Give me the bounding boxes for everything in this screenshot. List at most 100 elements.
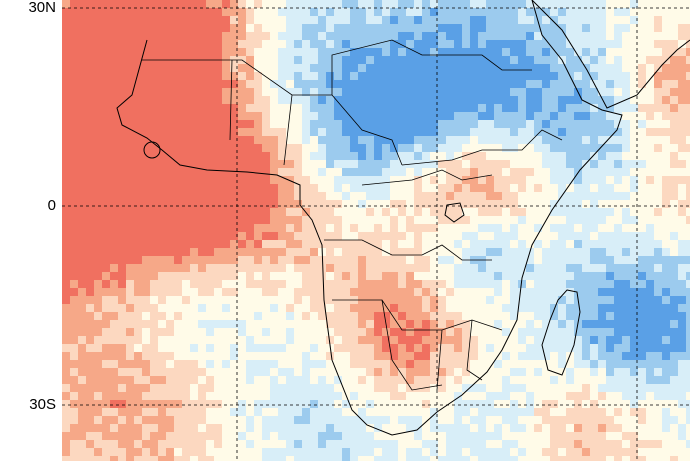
field-cell bbox=[366, 416, 374, 424]
field-cell bbox=[462, 176, 470, 184]
field-cell bbox=[78, 8, 86, 16]
field-cell bbox=[70, 320, 78, 328]
field-cell bbox=[326, 256, 334, 264]
field-cell bbox=[422, 312, 430, 320]
field-cell bbox=[630, 440, 638, 448]
field-cell bbox=[174, 80, 182, 88]
field-cell bbox=[230, 88, 238, 96]
field-cell bbox=[518, 280, 526, 288]
field-cell bbox=[582, 352, 590, 360]
field-cell bbox=[278, 72, 286, 80]
field-cell bbox=[574, 152, 582, 160]
field-cell bbox=[374, 344, 382, 352]
field-cell bbox=[454, 96, 462, 104]
field-cell bbox=[622, 336, 630, 344]
field-cell bbox=[462, 216, 470, 224]
field-cell bbox=[110, 136, 118, 144]
field-cell bbox=[174, 184, 182, 192]
field-cell bbox=[574, 184, 582, 192]
field-cell bbox=[294, 168, 302, 176]
field-cell bbox=[358, 264, 366, 272]
field-cell bbox=[382, 360, 390, 368]
field-cell bbox=[630, 184, 638, 192]
field-cell bbox=[158, 288, 166, 296]
field-cell bbox=[206, 120, 214, 128]
field-cell bbox=[86, 176, 94, 184]
field-cell bbox=[486, 400, 494, 408]
field-cell bbox=[150, 400, 158, 408]
field-cell bbox=[414, 120, 422, 128]
field-cell bbox=[102, 288, 110, 296]
field-cell bbox=[590, 16, 598, 24]
field-cell bbox=[414, 176, 422, 184]
field-cell bbox=[590, 336, 598, 344]
field-cell bbox=[350, 320, 358, 328]
field-cell bbox=[302, 200, 310, 208]
field-cell bbox=[414, 184, 422, 192]
field-cell bbox=[150, 232, 158, 240]
field-cell bbox=[398, 368, 406, 376]
field-cell bbox=[94, 336, 102, 344]
field-cell bbox=[110, 96, 118, 104]
field-cell bbox=[174, 112, 182, 120]
field-cell bbox=[686, 384, 690, 392]
field-cell bbox=[78, 400, 86, 408]
field-cell bbox=[478, 456, 486, 461]
field-cell bbox=[166, 248, 174, 256]
field-cell bbox=[126, 184, 134, 192]
field-cell bbox=[222, 80, 230, 88]
field-cell bbox=[598, 64, 606, 72]
field-cell bbox=[446, 176, 454, 184]
field-cell bbox=[630, 216, 638, 224]
field-cell bbox=[110, 72, 118, 80]
field-cell bbox=[518, 256, 526, 264]
field-cell bbox=[206, 152, 214, 160]
field-cell bbox=[470, 128, 478, 136]
field-cell bbox=[70, 216, 78, 224]
field-cell bbox=[326, 56, 334, 64]
field-cell bbox=[670, 384, 678, 392]
field-cell bbox=[62, 360, 70, 368]
field-cell bbox=[278, 8, 286, 16]
field-cell bbox=[446, 8, 454, 16]
field-cell bbox=[598, 384, 606, 392]
field-cell bbox=[326, 432, 334, 440]
field-cell bbox=[446, 440, 454, 448]
field-cell bbox=[486, 112, 494, 120]
field-cell bbox=[686, 72, 690, 80]
field-cell bbox=[286, 400, 294, 408]
field-cell bbox=[158, 448, 166, 456]
field-cell bbox=[582, 48, 590, 56]
field-cell bbox=[190, 176, 198, 184]
field-cell bbox=[158, 16, 166, 24]
field-cell bbox=[166, 208, 174, 216]
field-cell bbox=[62, 120, 70, 128]
field-cell bbox=[598, 232, 606, 240]
field-cell bbox=[662, 200, 670, 208]
field-cell bbox=[174, 432, 182, 440]
field-cell bbox=[502, 104, 510, 112]
field-cell bbox=[646, 344, 654, 352]
field-cell bbox=[174, 200, 182, 208]
field-cell bbox=[406, 216, 414, 224]
field-cell bbox=[470, 184, 478, 192]
field-cell bbox=[606, 336, 614, 344]
field-cell bbox=[278, 240, 286, 248]
field-cell bbox=[198, 248, 206, 256]
field-cell bbox=[446, 40, 454, 48]
field-cell bbox=[646, 336, 654, 344]
field-cell bbox=[222, 320, 230, 328]
field-cell bbox=[262, 160, 270, 168]
field-cell bbox=[78, 248, 86, 256]
field-cell bbox=[430, 32, 438, 40]
field-cell bbox=[438, 184, 446, 192]
field-cell bbox=[182, 80, 190, 88]
field-cell bbox=[294, 384, 302, 392]
field-cell bbox=[398, 96, 406, 104]
field-cell bbox=[606, 160, 614, 168]
field-cell bbox=[238, 48, 246, 56]
field-cell bbox=[142, 64, 150, 72]
field-cell bbox=[174, 208, 182, 216]
field-cell bbox=[94, 256, 102, 264]
field-cell bbox=[470, 344, 478, 352]
